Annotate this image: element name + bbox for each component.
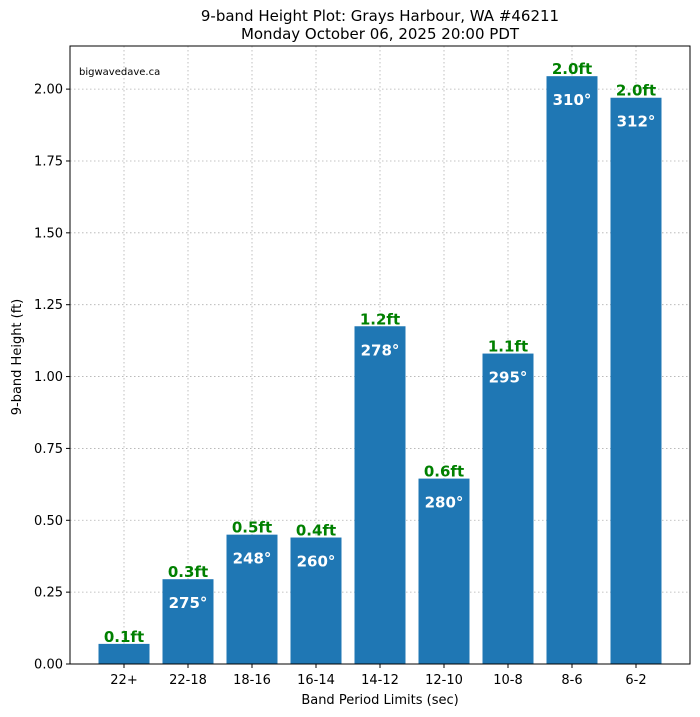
bar-height-label: 1.1ft (488, 338, 528, 356)
x-tick-label: 18-16 (233, 673, 271, 688)
x-tick-label: 10-8 (493, 673, 523, 688)
y-tick-label: 1.25 (34, 298, 63, 313)
bar (354, 326, 406, 664)
bar-direction-label: 312° (617, 113, 656, 131)
bar-height-label: 1.2ft (360, 310, 400, 328)
x-tick-label: 22+ (110, 673, 137, 688)
y-tick-label: 1.00 (34, 370, 63, 385)
y-axis-title: 9-band Height (ft) (10, 299, 25, 416)
bar (226, 534, 278, 664)
bar-labels-layer: 0.1ft 0.3ft 275° 0.5ft 248° 0.4ft 260° 1.2ft 278… (104, 60, 656, 646)
chart-subtitle: Monday October 06, 2025 20:00 PDT (241, 25, 520, 43)
y-tick-label: 0.75 (34, 442, 63, 457)
x-tick-label: 8-6 (561, 673, 582, 688)
bar (546, 76, 598, 664)
bar (418, 478, 470, 664)
bar-height-label: 2.0ft (616, 82, 656, 100)
x-tick-label: 14-12 (361, 673, 399, 688)
x-tick-label: 16-14 (297, 673, 335, 688)
watermark-text: bigwavedave.ca (79, 67, 160, 78)
bar-height-label: 0.4ft (296, 522, 336, 540)
y-tick-label: 1.50 (34, 226, 63, 241)
x-tick-label: 22-18 (169, 673, 207, 688)
bar-direction-label: 310° (553, 91, 592, 109)
bar (290, 537, 342, 664)
y-tick-label: 0.50 (34, 514, 63, 529)
bar-height-label: 0.3ft (168, 563, 208, 581)
y-tick-label: 1.75 (34, 154, 63, 169)
bar-direction-label: 248° (233, 550, 272, 568)
bar-direction-label: 280° (425, 494, 464, 512)
bar-height-label: 2.0ft (552, 60, 592, 78)
y-tick-label: 0.00 (34, 658, 63, 673)
y-tick-label: 0.25 (34, 586, 63, 601)
bar (482, 353, 534, 664)
bar-direction-label: 295° (489, 369, 528, 387)
bar-direction-label: 275° (169, 594, 208, 612)
x-tick-label: 12-10 (425, 673, 463, 688)
bars-layer (98, 76, 662, 665)
y-tick-label: 2.00 (34, 83, 63, 98)
bar (98, 643, 150, 664)
chart-title: 9-band Height Plot: Grays Harbour, WA #4… (201, 7, 559, 25)
bar (162, 579, 214, 664)
bar-height-label: 0.5ft (232, 519, 272, 537)
bar-direction-label: 278° (361, 341, 400, 359)
x-axis-title: Band Period Limits (sec) (301, 693, 458, 708)
bar (610, 97, 662, 665)
plot-frame (69, 45, 691, 665)
bar-direction-label: 260° (297, 553, 336, 571)
axes-layer: 0.00 0.25 0.50 0.75 1.00 1.25 1.50 1.75 2.00 22+ 2… (34, 45, 691, 688)
x-tick-label: 6-2 (625, 673, 646, 688)
bar-height-label: 0.1ft (104, 628, 144, 646)
bar-height-label: 0.6ft (424, 463, 464, 481)
